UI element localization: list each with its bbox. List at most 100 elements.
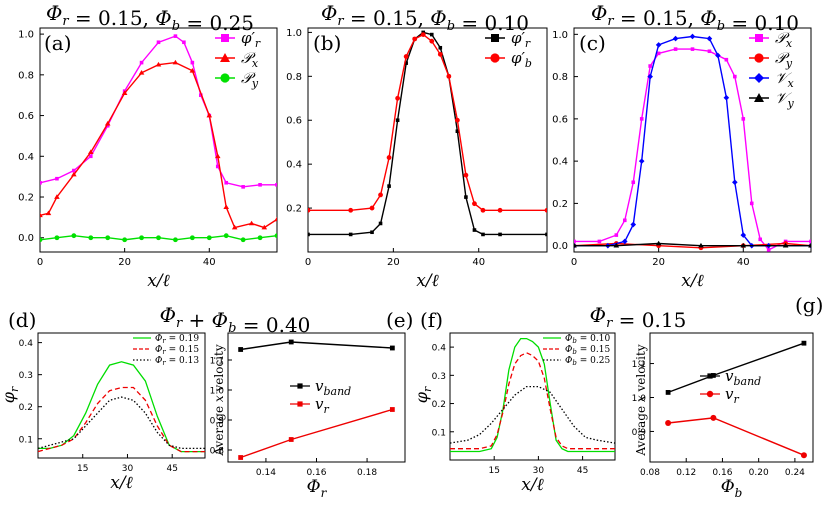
group-title: Φr + Φb = 0.40 xyxy=(160,303,311,337)
data-point xyxy=(395,95,401,101)
series-line-1 xyxy=(40,61,277,229)
data-point xyxy=(614,233,619,237)
x-axis-label: x/ℓ xyxy=(416,271,438,291)
data-point xyxy=(740,232,747,238)
x-tick-label: 0 xyxy=(305,257,311,268)
x-tick-label: 20 xyxy=(652,257,665,268)
series-line-2 xyxy=(450,385,615,444)
legend-marker xyxy=(707,373,713,379)
data-point xyxy=(740,242,747,248)
y-tick-label: 0.2 xyxy=(432,400,446,410)
legend-label: Φr = 0.19 xyxy=(155,334,199,345)
data-point xyxy=(597,239,602,244)
data-point xyxy=(172,59,179,65)
data-point xyxy=(622,218,627,223)
data-point xyxy=(638,158,645,164)
y-tick-label: 1.0 xyxy=(632,394,647,404)
data-point xyxy=(240,237,246,243)
data-point xyxy=(480,207,486,213)
data-point xyxy=(673,47,678,51)
data-point xyxy=(498,232,502,237)
x-axis-label: x/ℓ xyxy=(521,475,543,495)
data-point xyxy=(189,67,196,73)
panel-label: (f) xyxy=(420,308,443,332)
data-point xyxy=(420,32,426,37)
y-tick-label: 0.3 xyxy=(432,372,446,382)
data-point xyxy=(223,233,229,239)
y-tick-label: 0.0 xyxy=(18,233,34,244)
x-tick-label: 0 xyxy=(37,257,43,268)
data-point xyxy=(308,207,311,213)
data-point xyxy=(698,242,704,248)
data-point xyxy=(655,240,662,246)
data-point xyxy=(370,230,374,235)
data-point xyxy=(88,154,93,159)
panel-title: Φr = 0.15, Φb = 0.10 xyxy=(591,1,799,35)
data-point xyxy=(40,237,43,243)
data-point xyxy=(404,61,408,65)
y-tick-label: 0.8 xyxy=(552,72,568,83)
x-tick-label: 0.08 xyxy=(640,468,660,478)
data-point xyxy=(723,94,730,101)
panel-label: (c) xyxy=(579,31,606,55)
data-point xyxy=(733,74,737,79)
data-point xyxy=(574,242,577,248)
y-axis-label: φr xyxy=(412,386,434,403)
data-point xyxy=(472,201,477,207)
data-point xyxy=(190,60,195,65)
data-point xyxy=(308,232,310,237)
data-point xyxy=(156,235,161,241)
data-point xyxy=(766,248,771,252)
data-point xyxy=(613,242,620,248)
y-axis-label: Average x velocity xyxy=(212,344,226,456)
panel-title: Φr = 0.15, Φb = 0.25 xyxy=(46,1,254,35)
data-point xyxy=(732,179,738,186)
panel-title: Φr = 0.15, Φb = 0.10 xyxy=(321,1,529,35)
data-point xyxy=(655,42,662,48)
data-point xyxy=(429,38,435,44)
data-point xyxy=(55,176,59,181)
y-tick-label: 0.2 xyxy=(19,403,33,413)
y-tick-label: 0.8 xyxy=(18,70,34,81)
data-point xyxy=(241,185,245,189)
y-tick-label: 1.0 xyxy=(210,387,225,397)
data-point xyxy=(206,112,213,118)
x-tick-label: 0.20 xyxy=(749,468,769,478)
data-point xyxy=(808,242,811,248)
data-point xyxy=(189,235,195,241)
legend-label: vband xyxy=(315,377,351,398)
data-point xyxy=(40,180,42,185)
y-tick-label: 0.4 xyxy=(19,339,34,349)
data-point xyxy=(257,235,263,241)
y-tick-label: 0.8 xyxy=(286,72,302,83)
data-point xyxy=(801,340,807,346)
data-point xyxy=(214,153,221,159)
legend-label: vband xyxy=(725,367,761,388)
data-point xyxy=(182,40,186,45)
data-point xyxy=(665,419,672,426)
x-tick-label: 30 xyxy=(122,464,134,474)
y-tick-label: 1.1 xyxy=(210,357,224,367)
y-tick-label: 0.8 xyxy=(210,447,225,457)
data-point xyxy=(630,221,637,228)
legend-label: 𝒫y xyxy=(775,49,793,70)
x-tick-label: 20 xyxy=(387,257,400,268)
data-point xyxy=(648,64,652,68)
legend-marker xyxy=(297,401,303,407)
y-tick-label: 0.4 xyxy=(552,157,568,168)
data-point xyxy=(199,93,203,97)
data-point xyxy=(40,212,43,218)
y-tick-label: 1.1 xyxy=(632,360,646,370)
data-point xyxy=(378,221,383,226)
y-tick-label: 0.6 xyxy=(552,114,568,125)
data-point xyxy=(275,183,277,187)
legend-label: φ′r xyxy=(241,29,261,50)
data-point xyxy=(455,129,460,134)
data-point xyxy=(105,235,111,241)
data-point xyxy=(348,232,353,237)
data-point xyxy=(574,239,576,244)
series-line-1 xyxy=(668,417,805,456)
